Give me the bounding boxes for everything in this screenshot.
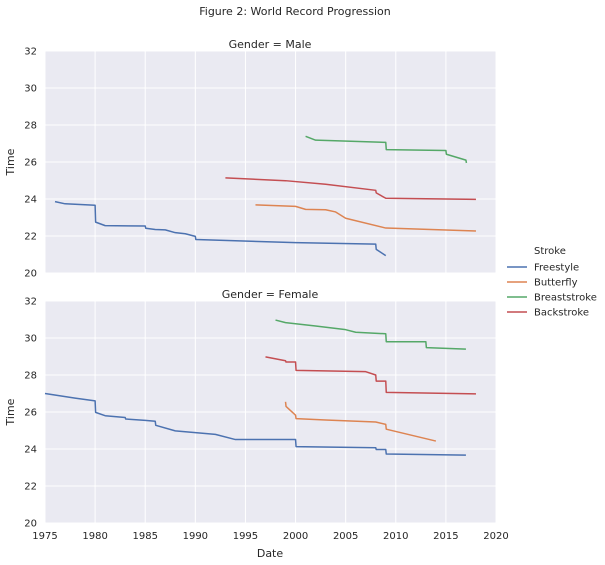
legend: Stroke Freestyle Butterfly Breaststroke Bac… <box>507 246 597 319</box>
female-gridlines <box>44 300 497 524</box>
female-y-tick-label: 32 <box>24 297 37 308</box>
male-breaststroke-line <box>305 135 468 164</box>
female-series-lines <box>44 319 476 456</box>
female-butterfly-line <box>284 401 437 442</box>
male-y-tick-label: 26 <box>24 158 37 169</box>
female-y-axis-label: Time <box>4 398 17 426</box>
female-y-tick-label: 30 <box>24 334 37 345</box>
female-y-tick-label: 20 <box>24 519 37 530</box>
female-panel-title: Gender = Female <box>222 288 319 301</box>
legend-label-butterfly: Butterfly <box>534 278 578 289</box>
male-y-tick-label: 32 <box>24 47 37 58</box>
legend-label-breaststroke: Breaststroke <box>534 293 597 304</box>
male-y-tick-label: 30 <box>24 84 37 95</box>
female-y-tick-label: 28 <box>24 371 37 382</box>
male-y-tick-label: 20 <box>24 269 37 280</box>
female-x-tick-label: 1985 <box>132 531 157 542</box>
female-x-tick-label: 1980 <box>82 531 107 542</box>
female-x-tick-label: 1995 <box>233 531 258 542</box>
x-axis-label: Date <box>257 547 284 560</box>
female-panel: 20 22 24 26 28 30 32 1975 1980 1985 1990 1995 2000 2… <box>4 288 509 560</box>
female-y-tick-label: 22 <box>24 482 37 493</box>
figure-title: Figure 2: World Record Progression <box>199 5 391 18</box>
male-series-lines <box>54 135 476 257</box>
legend-label-freestyle: Freestyle <box>534 263 579 274</box>
female-x-tick-label: 2010 <box>383 531 408 542</box>
female-y-tick-label: 24 <box>24 445 37 456</box>
female-x-ticks: 1975 1980 1985 1990 1995 2000 2005 2010 2015 2020 <box>32 531 508 542</box>
legend-title: Stroke <box>534 246 566 257</box>
female-breaststroke-line <box>275 319 466 350</box>
female-x-tick-label: 1975 <box>32 531 57 542</box>
female-freestyle-line <box>44 392 466 456</box>
female-backstroke-line <box>265 356 476 395</box>
female-x-tick-label: 2000 <box>283 531 308 542</box>
female-x-tick-label: 2015 <box>433 531 458 542</box>
male-y-ticks: 20 22 24 26 28 30 32 <box>24 47 37 280</box>
male-freestyle-line <box>54 200 387 257</box>
male-backstroke-line <box>225 177 476 201</box>
male-y-tick-label: 24 <box>24 195 37 206</box>
male-y-tick-label: 28 <box>24 121 37 132</box>
male-y-tick-label: 22 <box>24 232 37 243</box>
female-x-tick-label: 2020 <box>483 531 508 542</box>
female-y-tick-label: 26 <box>24 408 37 419</box>
female-x-tick-label: 1990 <box>183 531 208 542</box>
male-y-axis-label: Time <box>4 148 17 176</box>
male-panel-title: Gender = Male <box>229 38 312 51</box>
female-y-ticks: 20 22 24 26 28 30 32 <box>24 297 37 530</box>
legend-label-backstroke: Backstroke <box>534 308 589 319</box>
male-butterfly-line <box>255 204 476 232</box>
male-panel: 20 22 24 26 28 30 32 Gender = Male Time <box>4 38 497 280</box>
female-x-tick-label: 2005 <box>333 531 358 542</box>
